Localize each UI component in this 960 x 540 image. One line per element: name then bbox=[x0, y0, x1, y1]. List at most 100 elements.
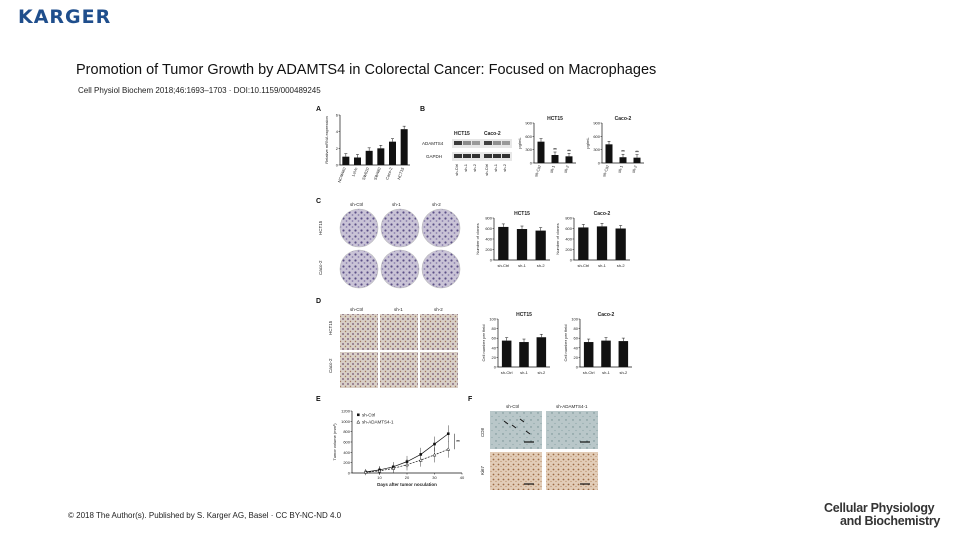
bar bbox=[583, 342, 594, 367]
category-label: sh-1 bbox=[518, 263, 527, 268]
significance-label: ** bbox=[553, 147, 557, 152]
c-row-label: Caco-2 bbox=[318, 260, 323, 275]
category-label: NCM460 bbox=[337, 166, 347, 183]
y-tick-label: 20 bbox=[574, 355, 579, 360]
category-label: sh-2 bbox=[537, 263, 546, 268]
ihc-image-cd8-sh bbox=[546, 411, 598, 449]
bar bbox=[516, 229, 528, 260]
panel-d-label: D bbox=[316, 298, 321, 305]
significance-label: ** bbox=[456, 439, 460, 444]
f-row-label: Ki67 bbox=[480, 465, 485, 475]
y-tick-label: 80 bbox=[574, 326, 579, 331]
bar bbox=[551, 155, 559, 163]
category-label: HCT15 bbox=[396, 166, 405, 180]
category-label: sh-2 bbox=[631, 164, 639, 174]
slide-title: Promotion of Tumor Growth by ADAMTS4 in … bbox=[76, 62, 657, 78]
x-tick-label: 30 bbox=[432, 475, 437, 480]
y-axis-label: Number of clones bbox=[475, 223, 480, 254]
legend-label: sh-Ctrl bbox=[362, 413, 375, 418]
bar bbox=[536, 337, 547, 367]
panel-d-images: sh-Ctrl sh-1 sh-2 HCT15 Caco-2 bbox=[328, 307, 458, 388]
blot-band bbox=[493, 154, 501, 158]
bar bbox=[619, 157, 627, 163]
y-tick-label: 0 bbox=[576, 365, 579, 370]
data-point bbox=[405, 462, 409, 467]
y-tick-label: 600 bbox=[565, 226, 572, 231]
c-col-label: sh-2 bbox=[432, 202, 441, 207]
y-tick-label: 300 bbox=[593, 147, 600, 152]
category-label: LoVo bbox=[351, 166, 359, 177]
data-point bbox=[391, 466, 396, 470]
x-tick-label: 20 bbox=[405, 475, 410, 480]
data-point bbox=[432, 452, 437, 457]
blot-row-adamts4: ADAMTS4 bbox=[422, 141, 444, 146]
migration-image bbox=[340, 352, 378, 388]
legend-label: sh-ADAMTS4-1 bbox=[362, 420, 394, 425]
panel-c-images: sh-Ctrl sh-1 sh-2 HCT15 Caco-2 bbox=[318, 202, 461, 289]
category-label: sh-Ctrl bbox=[533, 165, 542, 178]
colony-dish bbox=[380, 249, 420, 289]
y-tick-label: 800 bbox=[485, 216, 492, 221]
y-tick-label: 60 bbox=[574, 336, 579, 341]
category-label: sh-2 bbox=[537, 370, 546, 375]
y-axis-label: Cell number per field bbox=[563, 325, 568, 362]
blot-band bbox=[484, 141, 492, 145]
y-tick-label: 900 bbox=[593, 121, 600, 126]
bar bbox=[618, 341, 629, 367]
blot-lane-label: sh-1 bbox=[463, 163, 468, 172]
category-label: sh-Ctrl bbox=[501, 370, 513, 375]
blot-row-gapdh: GAPDH bbox=[426, 154, 442, 159]
y-tick-label: 900 bbox=[525, 121, 532, 126]
colony-dish bbox=[339, 249, 379, 289]
category-label: sh-Ctrl bbox=[497, 263, 509, 268]
y-tick-label: 0 bbox=[598, 161, 601, 166]
bar bbox=[389, 141, 396, 165]
blot-lane-label: sh-Ctrl bbox=[454, 164, 459, 176]
category-label: sh-1 bbox=[549, 164, 557, 174]
y-tick-label: 200 bbox=[485, 247, 492, 252]
y-tick-label: 0 bbox=[494, 365, 497, 370]
significance-label: ** bbox=[621, 149, 625, 154]
ihc-image-ki67-ctrl bbox=[490, 452, 542, 490]
chart-title: Caco-2 bbox=[598, 312, 615, 318]
x-tick-label: 10 bbox=[377, 475, 382, 480]
chart-title: HCT15 bbox=[514, 211, 530, 217]
category-label: sh-2 bbox=[617, 263, 626, 268]
y-tick-label: 0 bbox=[348, 471, 351, 476]
y-tick-label: 4 bbox=[336, 129, 339, 134]
migration-image bbox=[380, 314, 418, 350]
category-label: sh-1 bbox=[520, 370, 529, 375]
y-tick-label: 600 bbox=[343, 440, 350, 445]
category-label: sh-2 bbox=[563, 164, 571, 174]
panel-b-label: B bbox=[420, 106, 425, 113]
arrow-markers bbox=[503, 418, 531, 435]
bar bbox=[535, 230, 546, 260]
data-point bbox=[446, 447, 451, 451]
blot-band bbox=[502, 141, 510, 145]
bar bbox=[596, 226, 608, 260]
y-axis-label: Tumor volume (mm³) bbox=[332, 423, 337, 461]
y-tick-label: 20 bbox=[492, 355, 497, 360]
colony-dish bbox=[339, 208, 379, 248]
f-col-label: sh-ADAMTS4-1 bbox=[556, 404, 588, 409]
panel-c-charts: 0 200 400 600 800 HCT15 Number of clones sh-Ctr… bbox=[475, 211, 630, 268]
panel-f-label: F bbox=[468, 396, 473, 403]
data-point bbox=[446, 432, 450, 436]
y-tick-label: 600 bbox=[593, 134, 600, 139]
chart-title: HCT15 bbox=[547, 116, 563, 122]
y-axis-label: pg/mL bbox=[585, 137, 590, 149]
bar bbox=[354, 157, 361, 165]
bar bbox=[365, 150, 373, 165]
legend-marker bbox=[356, 419, 361, 424]
y-axis-label: Cell number per field bbox=[481, 325, 486, 362]
category-label: SW480 bbox=[373, 166, 382, 181]
y-tick-label: 800 bbox=[343, 429, 350, 434]
migration-image bbox=[380, 352, 418, 388]
category-label: Caco-2 bbox=[384, 166, 393, 181]
y-tick-label: 1200 bbox=[341, 409, 351, 414]
category-label: sh-Ctrl bbox=[577, 263, 589, 268]
chart-title: Caco-2 bbox=[615, 116, 632, 122]
chart-title: HCT15 bbox=[516, 312, 532, 318]
c-row-label: HCT15 bbox=[318, 220, 323, 235]
bar bbox=[633, 157, 641, 163]
